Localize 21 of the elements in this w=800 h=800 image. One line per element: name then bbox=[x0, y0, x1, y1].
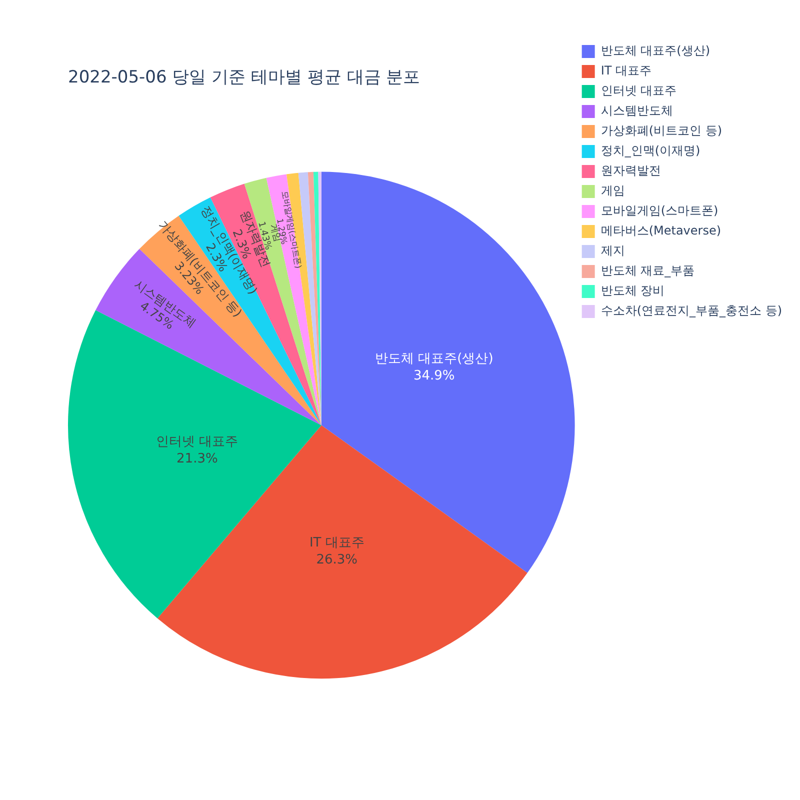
legend-label: 모바일게임(스마트폰) bbox=[600, 204, 718, 218]
legend-label: 반도체 장비 bbox=[600, 284, 665, 298]
slice-label: 반도체 대표주(생산) bbox=[374, 352, 494, 367]
legend-label: 원자력발전 bbox=[600, 164, 661, 178]
legend-label: 시스템반도체 bbox=[600, 104, 673, 118]
slice-label: IT 대표주 bbox=[309, 535, 364, 550]
legend-label: 정치_인맥(이재명) bbox=[600, 144, 700, 158]
legend-label: IT 대표주 bbox=[600, 64, 652, 78]
legend-label: 반도체 재료_부품 bbox=[600, 264, 695, 278]
data-label: 34.9% bbox=[413, 368, 455, 384]
legend-label: 수소차(연료전지_부품_충전소 등) bbox=[600, 304, 782, 318]
legend-label: 메타버스(Metaverse) bbox=[600, 224, 722, 238]
legend-label: 반도체 대표주(생산) bbox=[600, 44, 710, 58]
legend-label: 제지 bbox=[600, 244, 625, 258]
text: 2022-05-06 당일 기준 테마별 평균 대금 분포 bbox=[68, 68, 420, 88]
data-label: 21.3% bbox=[176, 451, 218, 466]
legend-label: 인터넷 대표주 bbox=[600, 84, 677, 98]
legend-label: 게임 bbox=[600, 184, 625, 198]
data-label: 26.3% bbox=[316, 552, 358, 568]
slice-label: 인터넷 대표주 bbox=[156, 434, 238, 450]
legend-label: 가상화폐(비트코인 등) bbox=[600, 124, 722, 138]
